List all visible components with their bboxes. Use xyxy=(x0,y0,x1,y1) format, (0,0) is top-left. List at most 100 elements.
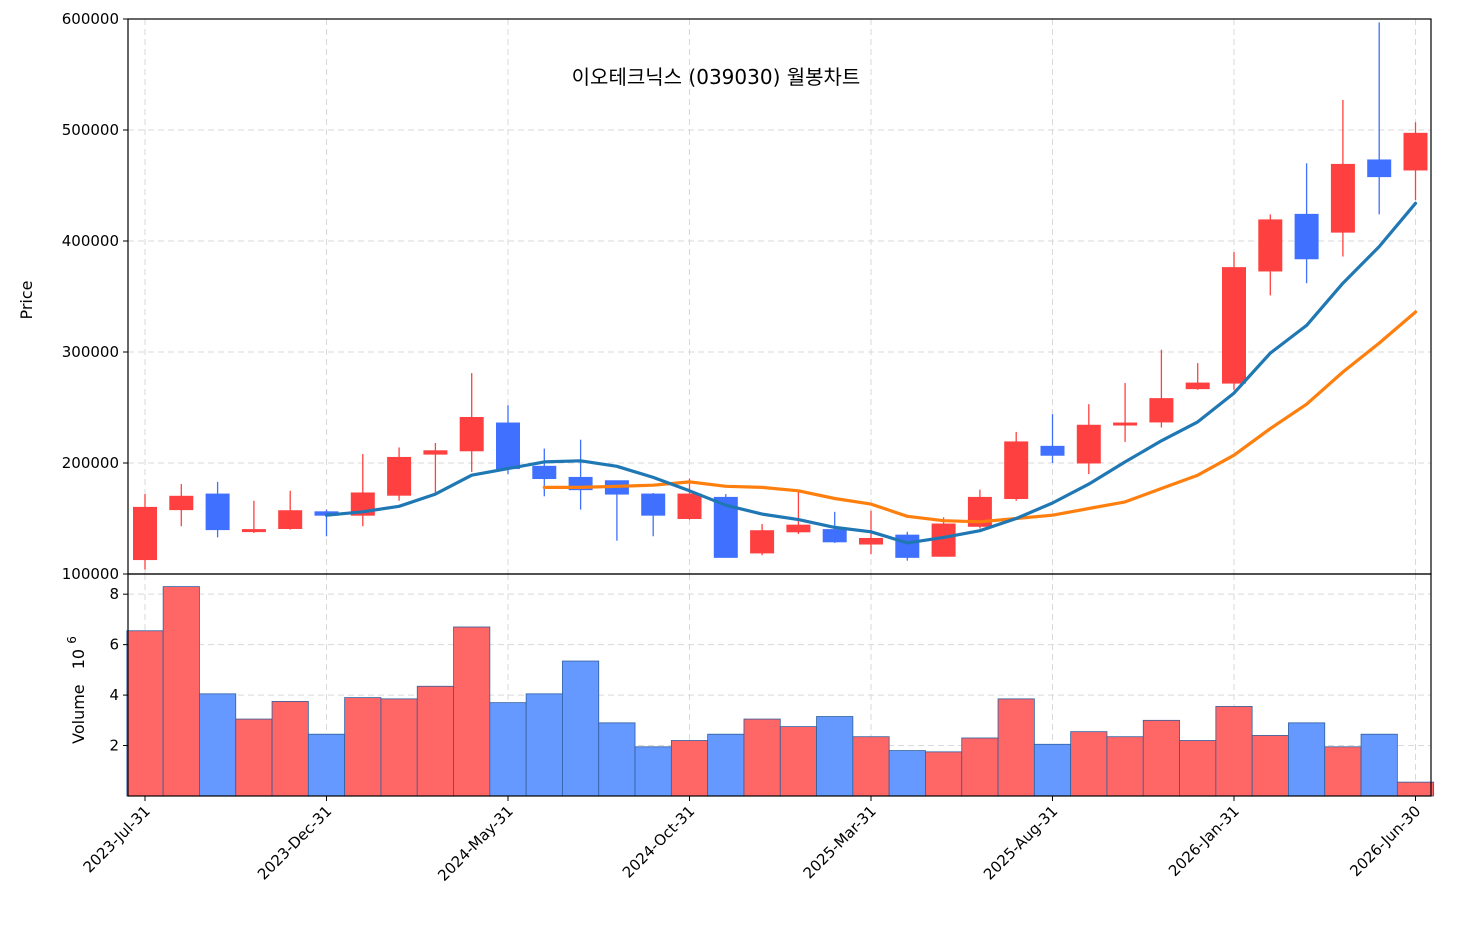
candle-body-down xyxy=(532,465,557,480)
volume-panel-frame xyxy=(127,573,1432,797)
volume-bar xyxy=(598,722,636,797)
date-tick-label: 2024-May-31 xyxy=(434,802,517,885)
price-axis: 100000 200000 300000 400000 500000 600000 xyxy=(62,10,128,583)
candle-body-up xyxy=(1403,132,1428,171)
candle-body-up xyxy=(1258,219,1283,272)
volume-tick-label: 6 xyxy=(109,636,119,654)
price-tick-label: 200000 xyxy=(62,454,119,472)
price-tick-label: 500000 xyxy=(62,121,119,139)
volume-bar xyxy=(1360,733,1398,797)
candle-body-up xyxy=(133,506,157,561)
price-tick-label: 100000 xyxy=(62,565,119,583)
volume-bar xyxy=(307,733,346,797)
volume-bar xyxy=(199,693,237,797)
volume-bar xyxy=(162,586,200,797)
date-tick-label: 2023-Jul-31 xyxy=(80,802,154,876)
chart-title: 이오테크닉스 (039030) 월봉차트 xyxy=(572,65,861,89)
volume-bar xyxy=(525,693,563,797)
volume-bar xyxy=(852,736,890,797)
candle-body-down xyxy=(1367,159,1392,178)
volume-bar xyxy=(743,718,781,797)
volume-bar xyxy=(1070,731,1108,797)
candle-body-up xyxy=(169,495,194,511)
candles xyxy=(133,22,1428,570)
candle-body-up xyxy=(278,510,303,529)
candle-body-up xyxy=(459,416,484,452)
volume-axis-label: Volume xyxy=(69,684,88,744)
date-axis: 2023-Jul-31 2023-Dec-31 2024-May-31 2024-Oc… xyxy=(80,796,1424,885)
candle-body-up xyxy=(1076,424,1101,464)
volume-bar xyxy=(1106,736,1144,797)
candle-body-down xyxy=(895,534,920,558)
volume-bar xyxy=(997,698,1035,797)
candle-body-up xyxy=(750,530,775,554)
candle-body-up xyxy=(677,493,702,519)
volume-bar xyxy=(126,630,164,797)
volume-bar xyxy=(1142,719,1180,797)
candle-body-up xyxy=(387,456,412,496)
volume-bar xyxy=(1033,743,1072,797)
candle-body-up xyxy=(1185,382,1210,390)
volume-axis: 2 4 6 8 xyxy=(109,585,128,755)
candle-body-down xyxy=(205,493,230,531)
date-tick-label: 2026-Jan-31 xyxy=(1165,802,1243,880)
date-tick-label: 2026-Jun-30 xyxy=(1346,802,1424,880)
candle-body-up xyxy=(859,537,883,545)
volume-exponent-power: 6 xyxy=(65,636,79,644)
volume-bar xyxy=(453,626,491,797)
volume-bar xyxy=(1396,781,1435,797)
candle-body-down xyxy=(1294,213,1319,260)
volume-tick-label: 2 xyxy=(109,737,119,755)
candle-body-up xyxy=(786,524,811,533)
price-tick-label: 300000 xyxy=(62,343,119,361)
date-tick-label: 2024-Oct-31 xyxy=(619,802,699,882)
candle-body-up xyxy=(967,496,992,527)
moving-average-lines xyxy=(324,201,1418,545)
date-tick-label: 2025-Mar-31 xyxy=(800,802,880,882)
volume-bar xyxy=(235,718,273,797)
volume-bar xyxy=(1251,735,1289,797)
moving-average-short-line xyxy=(324,201,1418,545)
volume-bar xyxy=(888,750,926,797)
volume-tick-label: 4 xyxy=(109,686,119,704)
volume-bar xyxy=(1324,746,1362,797)
date-tick-label: 2025-Aug-31 xyxy=(980,802,1061,883)
volume-bar xyxy=(779,726,817,797)
volume-bar xyxy=(489,702,527,797)
volume-bar xyxy=(416,685,454,797)
volume-bars xyxy=(126,586,1435,797)
candle-body-down xyxy=(713,496,738,558)
volume-axis-label-group: Volume 10 6 xyxy=(65,636,88,744)
volume-bar xyxy=(670,740,709,797)
candle-body-up xyxy=(1222,267,1246,384)
volume-bar xyxy=(816,716,854,797)
volume-bar xyxy=(1215,706,1253,797)
candle-body-up xyxy=(1113,422,1138,426)
candle-body-down xyxy=(496,422,520,470)
volume-exponent-base: 10 xyxy=(69,649,88,669)
volume-bar xyxy=(344,697,382,797)
candle-body-down xyxy=(641,493,666,516)
candle-body-down xyxy=(822,529,847,543)
volume-tick-label: 8 xyxy=(109,585,119,603)
volume-bar xyxy=(1288,722,1326,797)
volume-bar xyxy=(1179,740,1217,797)
svg-text:Volume 10 6: Volume 10 6 xyxy=(65,636,88,744)
price-tick-label: 600000 xyxy=(62,10,119,28)
volume-bar xyxy=(925,751,963,797)
candle-body-up xyxy=(241,529,266,533)
moving-average-long-line xyxy=(542,310,1418,524)
volume-bar xyxy=(380,698,418,797)
candle-body-up xyxy=(1004,441,1029,500)
date-tick-label: 2023-Dec-31 xyxy=(254,802,335,883)
candle-body-down xyxy=(1040,445,1065,456)
volume-bar xyxy=(961,737,999,797)
candle-body-up xyxy=(423,450,448,455)
volume-bar xyxy=(634,746,672,797)
volume-bar xyxy=(562,660,600,797)
volume-bar xyxy=(707,733,745,797)
price-tick-label: 400000 xyxy=(62,232,119,250)
volume-bar xyxy=(271,700,309,797)
price-axis-label: Price xyxy=(17,280,36,319)
